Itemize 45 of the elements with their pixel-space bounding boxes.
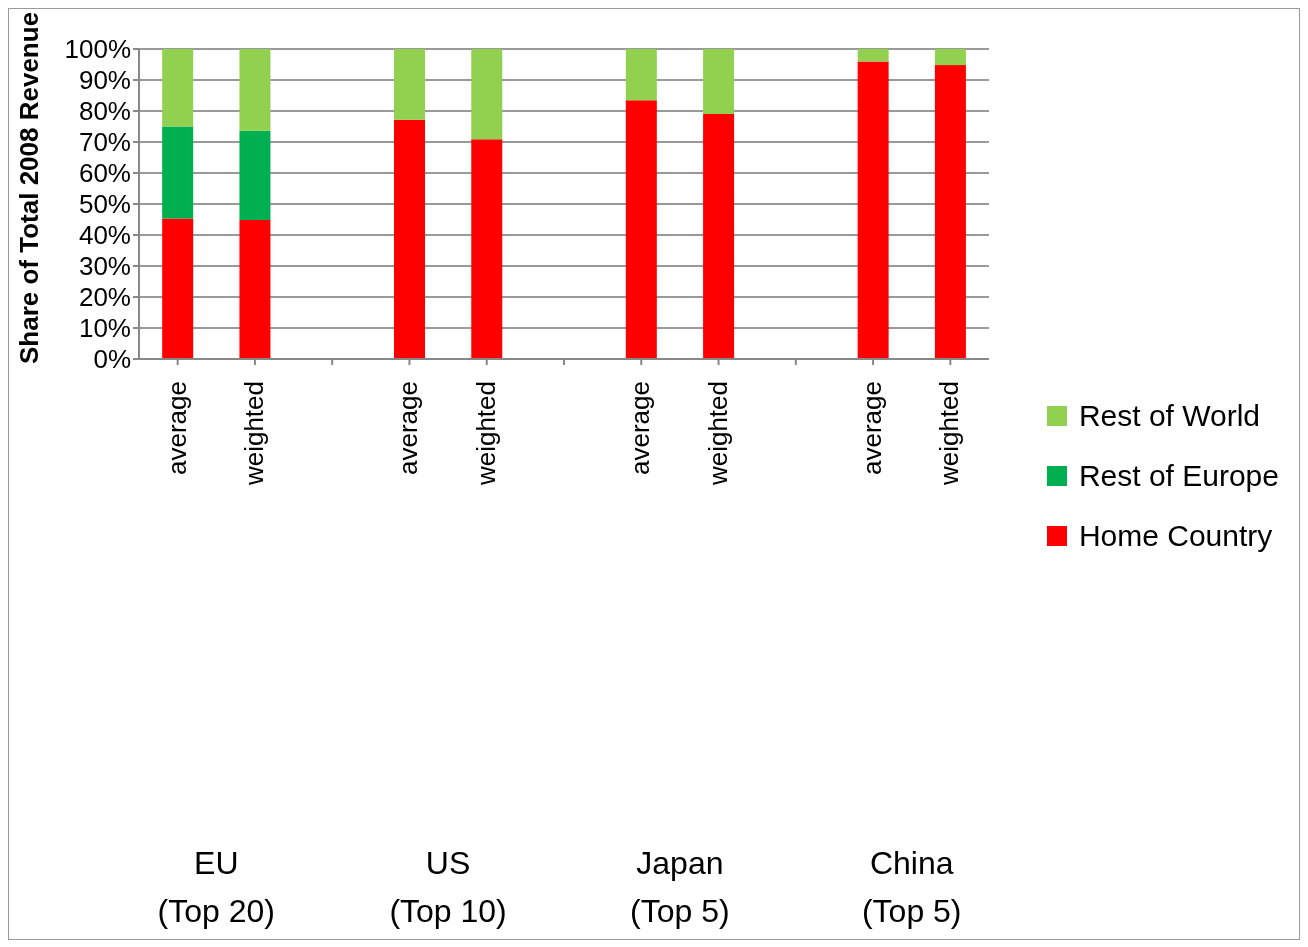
y-tick-label: 30%: [78, 251, 131, 282]
bar: [625, 100, 657, 359]
x-tick-label: average: [393, 381, 424, 475]
x-tick-label: average: [625, 381, 656, 475]
text: China (Top 5): [860, 844, 963, 931]
legend-label: Rest of Europe: [1078, 459, 1279, 493]
bar: [471, 49, 503, 140]
text: EU (Top 20): [156, 844, 276, 931]
legend-label: Home Country: [1078, 519, 1273, 553]
bar: [239, 130, 271, 221]
x-tick-label: weighted: [934, 381, 965, 487]
x-tick-label: weighted: [238, 381, 269, 487]
bar: [857, 49, 889, 62]
text: US (Top 10): [388, 844, 508, 931]
y-tick-label: 90%: [78, 65, 131, 96]
bar: [857, 61, 889, 359]
y-tick-label: 100%: [64, 34, 131, 65]
bar: [471, 139, 503, 359]
x-tick-label: average: [857, 381, 888, 475]
bar: [239, 49, 271, 131]
bar: [394, 49, 425, 120]
bar: [934, 49, 966, 66]
y-tick-label: 40%: [78, 220, 131, 251]
bar: [934, 65, 966, 359]
y-tick-label: 0%: [93, 344, 131, 375]
legend-label: Rest of World: [1078, 399, 1261, 433]
x-tick-label: average: [161, 381, 192, 475]
y-tick-label: 10%: [78, 313, 131, 344]
bar: [703, 49, 735, 115]
y-tick-label: 70%: [78, 127, 131, 158]
bar: [162, 49, 194, 127]
text: Japan (Top 5): [629, 844, 731, 931]
bar: [239, 220, 271, 359]
bar: [703, 114, 735, 359]
y-tick-label: 80%: [78, 96, 131, 127]
bar: [394, 119, 425, 359]
y-tick-label: 20%: [78, 282, 131, 313]
x-tick-label: weighted: [470, 381, 501, 487]
y-axis-title: Share of Total 2008 Revenue: [14, 11, 45, 364]
bar: [162, 126, 194, 219]
bar: [162, 218, 194, 359]
y-tick-label: 60%: [78, 158, 131, 189]
y-tick-label: 50%: [78, 189, 131, 220]
x-tick-label: weighted: [702, 381, 733, 487]
bar: [625, 49, 657, 101]
